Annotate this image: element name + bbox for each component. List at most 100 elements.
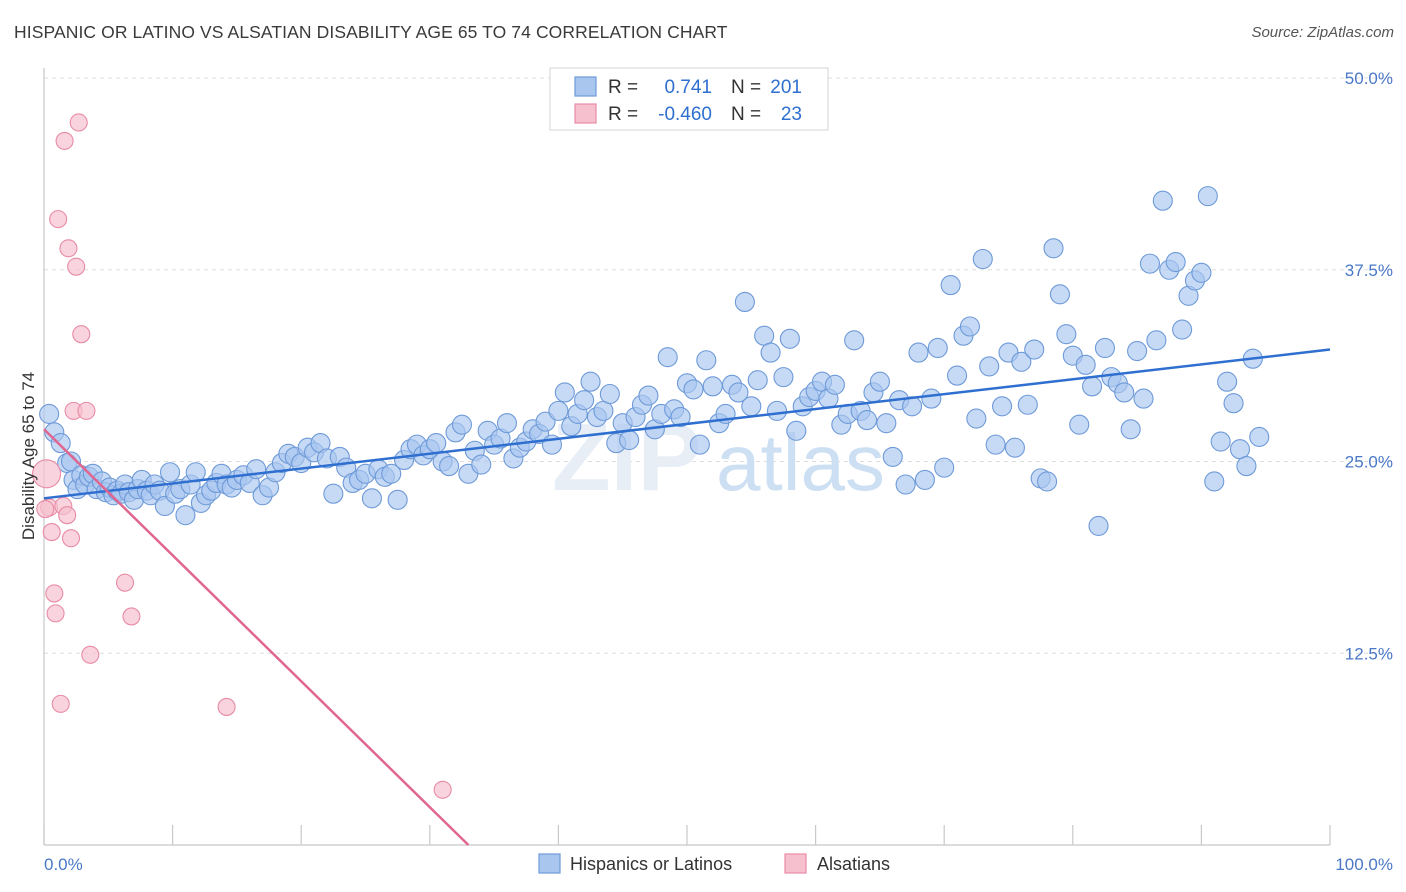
point-hispanic-124: [760, 342, 781, 363]
point-hispanic-174: [1082, 376, 1103, 397]
bottom-legend-label-pink: Alsatians: [817, 854, 890, 874]
point-alsatian-9: [58, 506, 77, 525]
point-hispanic-102: [619, 429, 640, 451]
point-hispanic-31: [175, 505, 196, 526]
point-hispanic-197: [1229, 439, 1251, 460]
point-hispanic-183: [1139, 253, 1161, 274]
y-tick-label-0: 12.5%: [1345, 644, 1393, 663]
point-hispanic-164: [1017, 394, 1038, 415]
point-hispanic-128: [786, 420, 807, 441]
point-alsatian-4: [46, 604, 65, 623]
point-hispanic-72: [426, 433, 447, 454]
point-alsatian-19: [122, 607, 141, 626]
source-label: Source: ZipAtlas.com: [1251, 24, 1394, 41]
point-alsatian-20: [217, 697, 236, 716]
y-tick-labels: 12.5% 25.0% 37.5% 50.0%: [1345, 69, 1393, 663]
point-hispanic-176: [1094, 337, 1115, 359]
point-hispanic-92: [554, 382, 575, 403]
bottom-legend-label-blue: Hispanics or Latinos: [570, 854, 732, 874]
legend-n-value-pink: 23: [781, 104, 802, 125]
point-hispanic-95: [574, 390, 595, 411]
point-hispanic-194: [1210, 431, 1231, 452]
point-hispanic-110: [670, 406, 691, 428]
point-hispanic-165: [1024, 339, 1045, 360]
legend-swatch-pink: [574, 103, 597, 124]
point-hispanic-172: [1069, 414, 1090, 435]
point-hispanic-195: [1217, 371, 1238, 392]
trend-line-alsatian: [43, 428, 470, 846]
point-hispanic-28: [159, 462, 181, 483]
point-alsatian-15: [72, 325, 91, 344]
point-hispanic-83: [496, 413, 518, 434]
point-alsatian-22: [36, 500, 55, 519]
point-alsatian-13: [67, 257, 86, 276]
point-hispanic-105: [638, 385, 659, 406]
point-hispanic-193: [1204, 471, 1225, 492]
legend-r-value-pink: -0.460: [658, 104, 712, 125]
legend-r-label-pink: R =: [608, 104, 638, 125]
x-tick-label-min: 0.0%: [44, 855, 83, 874]
bottom-legend-swatch-pink: [784, 853, 807, 874]
point-hispanic-181: [1127, 341, 1148, 362]
point-hispanic-141: [869, 371, 890, 392]
point-hispanic-108: [657, 347, 678, 368]
point-hispanic-127: [779, 328, 800, 349]
point-hispanic-162: [1004, 437, 1025, 458]
point-hispanic-112: [683, 379, 704, 400]
point-hispanic-187: [1165, 252, 1186, 273]
point-hispanic-142: [876, 413, 897, 434]
trend-lines: [43, 348, 1331, 846]
point-alsatian-8: [55, 131, 74, 150]
point-alsatian-14: [69, 113, 88, 132]
point-hispanic-123: [754, 325, 775, 346]
point-hispanic-62: [361, 488, 382, 509]
legend-n-label-blue: N =: [731, 77, 761, 98]
point-hispanic-196: [1223, 393, 1244, 414]
point-alsatian-2: [42, 523, 61, 542]
point-hispanic-66: [387, 489, 408, 510]
x-tick-label-max: 100.0%: [1335, 855, 1393, 874]
point-hispanic-134: [824, 374, 845, 395]
point-hispanic-126: [773, 367, 794, 388]
point-hispanic-163: [1011, 351, 1032, 372]
point-hispanic-89: [535, 411, 556, 432]
point-hispanic-121: [741, 396, 762, 417]
point-hispanic-168: [1043, 238, 1064, 259]
point-alsatian-6: [51, 694, 70, 713]
y-tick-label-2: 37.5%: [1345, 261, 1393, 280]
point-hispanic-56: [323, 483, 344, 504]
point-hispanic-119: [728, 382, 749, 403]
y-axis-title: Disability Age 65 to 74: [19, 372, 38, 540]
point-hispanic-157: [972, 248, 993, 270]
point-hispanic-65: [381, 463, 402, 484]
point-hispanic-115: [702, 376, 723, 397]
point-hispanic-99: [599, 383, 620, 405]
point-hispanic-147: [908, 342, 929, 363]
axes: [43, 68, 1331, 846]
point-hispanic-191: [1191, 262, 1212, 283]
point-hispanic-114: [696, 350, 717, 371]
point-hispanic-175: [1088, 515, 1109, 536]
point-hispanic-91: [548, 400, 569, 421]
point-hispanic-160: [992, 396, 1013, 417]
point-hispanic-173: [1075, 354, 1096, 375]
point-hispanic-79: [471, 454, 492, 475]
point-hispanic-145: [895, 474, 916, 495]
point-hispanic-148: [914, 469, 935, 490]
point-hispanic-158: [979, 356, 1000, 377]
point-alsatian-10: [59, 239, 78, 258]
legend-n-label-pink: N =: [731, 104, 761, 125]
point-hispanic-169: [1049, 284, 1070, 305]
point-hispanic-185: [1152, 190, 1173, 211]
legend-swatch-blue: [574, 76, 597, 97]
point-hispanic-122: [747, 370, 768, 391]
chart-title: HISPANIC OR LATINO VS ALSATIAN DISABILIT…: [14, 22, 728, 42]
point-hispanic-139: [856, 410, 878, 431]
point-hispanic-96: [580, 371, 601, 392]
point-hispanic-113: [689, 434, 710, 455]
point-hispanic-167: [1037, 471, 1058, 492]
legend-r-label-blue: R =: [608, 77, 638, 98]
point-alsatian-0: [32, 459, 62, 489]
series-alsatians-points: [32, 113, 452, 799]
